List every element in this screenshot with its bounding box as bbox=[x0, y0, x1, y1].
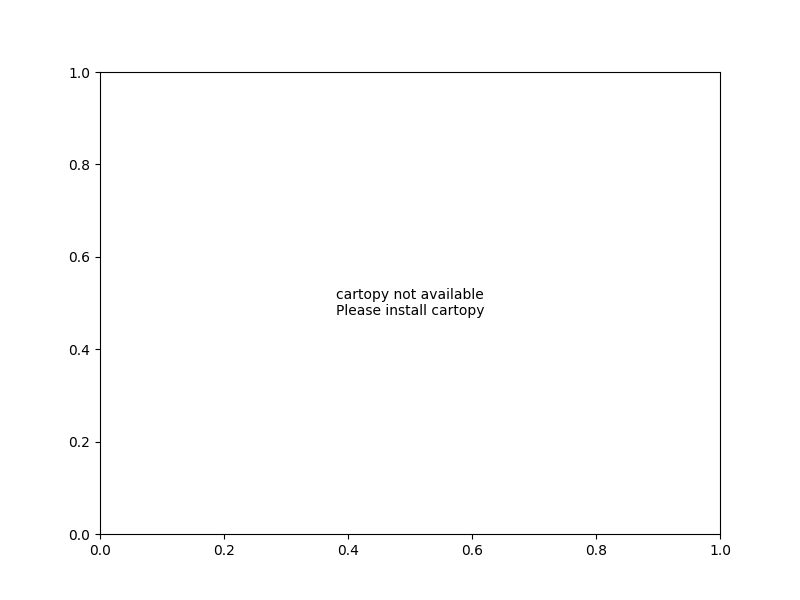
Text: cartopy not available
Please install cartopy: cartopy not available Please install car… bbox=[336, 288, 484, 318]
